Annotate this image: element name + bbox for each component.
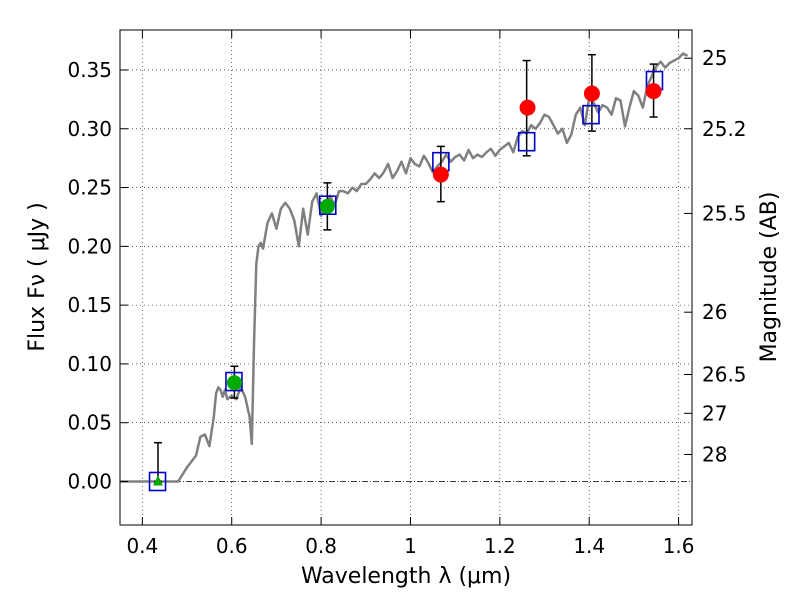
y-axis-label: Flux Fν ( μJy ): [25, 202, 50, 351]
plot-frame: [119, 29, 693, 526]
y-tick-label: 0.05: [67, 411, 112, 435]
magnitude-tick-label: 28: [702, 442, 727, 466]
magnitude-tick-label: 26.5: [702, 363, 747, 387]
y-tick-label: 0.20: [67, 234, 112, 258]
magnitude-tick-label: 25.2: [702, 117, 747, 141]
x-axis-label: Wavelength λ (μm): [301, 564, 511, 589]
model-photometry-box: [582, 104, 600, 125]
red-data-point: [583, 85, 600, 102]
green-data-point: [226, 375, 242, 391]
model-spectrum-line: [120, 52, 689, 483]
magnitude-tick-label: 25.5: [702, 201, 747, 225]
model-photometry-box: [148, 471, 167, 492]
magnitude-tick-label: 26: [702, 300, 727, 324]
x-axis-ticks: 0.4 0.6 0.8 1 1.2 1.4 1.6: [126, 30, 695, 558]
red-data-point: [432, 166, 449, 183]
y-tick-label: 0.30: [67, 117, 112, 141]
magnitude-tick-label: 25: [702, 46, 727, 70]
x-tick-label: 0.8: [305, 534, 337, 558]
magnitude-axis-ticks: 25 25.2 25.5 26 26.5 27 28: [684, 46, 747, 466]
magnitude-tick-label: 27: [702, 401, 727, 425]
x-tick-label: 1.2: [484, 534, 516, 558]
plot-series: [120, 52, 689, 492]
red-data-point: [645, 83, 662, 100]
x-tick-label: 0.6: [216, 534, 248, 558]
magnitude-axis-label: Magnitude (AB): [757, 192, 782, 363]
green-data-point: [319, 198, 335, 214]
x-tick-label: 1: [404, 534, 417, 558]
y-tick-label: 0.00: [67, 469, 112, 493]
grid-lines: [120, 30, 692, 525]
y-tick-label: 0.35: [67, 58, 112, 82]
model-photometry-box: [318, 195, 337, 215]
model-photometry-box: [225, 371, 243, 392]
x-tick-label: 0.4: [126, 534, 158, 558]
y-tick-label: 0.10: [67, 352, 112, 376]
green-upper-limit-marker: [152, 475, 163, 486]
y-axis-ticks: 0.00 0.05 0.10 0.15 0.20 0.25 0.30 0.35: [67, 58, 128, 493]
red-data-point: [519, 99, 536, 116]
y-tick-label: 0.15: [67, 293, 112, 317]
x-tick-label: 1.6: [663, 534, 695, 558]
model-photometry-box: [517, 131, 536, 152]
x-tick-label: 1.4: [573, 534, 605, 558]
y-tick-label: 0.25: [67, 176, 112, 200]
